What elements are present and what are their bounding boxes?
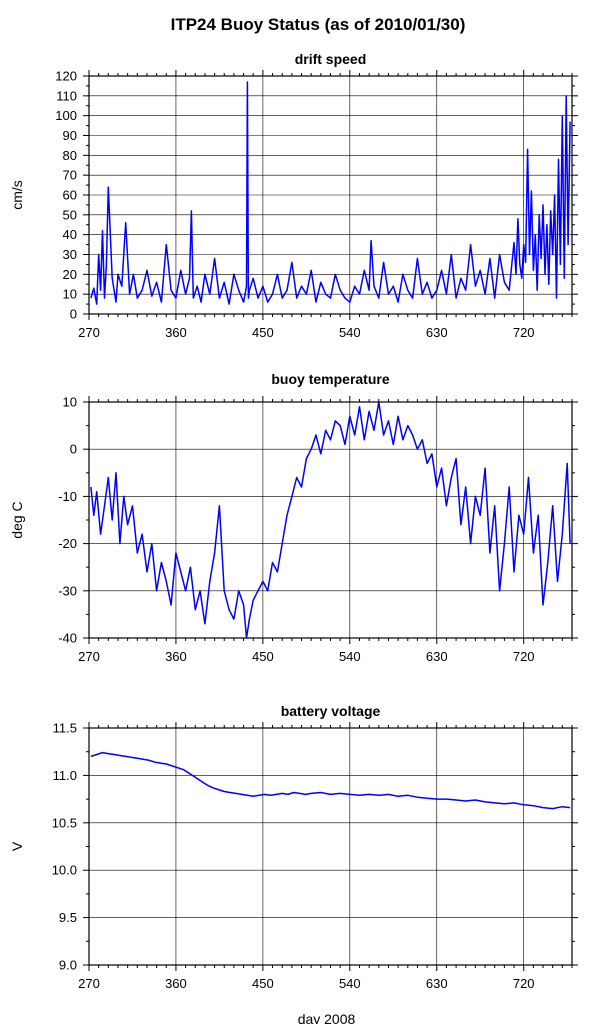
y-axis-label: V <box>9 841 25 851</box>
panel-battery-voltage: battery voltage 270 360 450 540 630 720 9.0 9.5 1… <box>9 703 578 1024</box>
figure-title: ITP24 Buoy Status (as of 2010/01/30) <box>171 15 466 34</box>
y-tick-label: -30 <box>58 583 77 598</box>
x-tick-label: 630 <box>426 325 448 340</box>
panel-title: buoy temperature <box>271 371 389 387</box>
y-axis-label: cm/s <box>9 180 25 210</box>
y-tick-label: -40 <box>58 631 77 646</box>
y-tick-label: 11.0 <box>53 768 77 783</box>
x-tick-label: 630 <box>426 649 448 664</box>
panel-buoy-temperature: buoy temperature 270 360 450 540 630 720 -40 -30… <box>9 371 578 664</box>
y-tick-label: 10 <box>63 287 77 302</box>
x-tick-label: 360 <box>165 976 187 991</box>
y-tick-label: 0 <box>70 307 77 322</box>
y-tick-label: 90 <box>63 128 77 143</box>
x-tick-label: 720 <box>513 649 535 664</box>
x-tick-label: 450 <box>252 976 274 991</box>
y-tick-label: 10.5 <box>52 815 77 830</box>
y-tick-label: 30 <box>63 247 77 262</box>
panel-drift-speed: drift speed 270 360 450 540 630 720 0 10 20 30 40 50… <box>9 51 578 340</box>
y-tick-label: 110 <box>56 88 77 103</box>
x-tick-label: 720 <box>513 976 535 991</box>
y-tick-label: 40 <box>63 227 77 242</box>
series-line-battery-voltage <box>90 751 571 810</box>
y-tick-label: 9.5 <box>59 910 77 925</box>
x-tick-label: 540 <box>339 976 361 991</box>
y-tick-label: -20 <box>58 536 77 551</box>
y-tick-label: 0 <box>70 442 77 457</box>
y-tick-label: -10 <box>58 489 77 504</box>
y-axis-label: deg C <box>9 501 25 538</box>
x-tick-label: 270 <box>78 976 100 991</box>
x-tick-label: 540 <box>339 325 361 340</box>
y-tick-label: 20 <box>63 267 77 282</box>
y-tick-label: 10 <box>63 395 77 410</box>
x-tick-label: 450 <box>252 325 274 340</box>
y-tick-label: 9.0 <box>59 958 77 973</box>
y-tick-label: 80 <box>63 148 77 163</box>
y-tick-label: 120 <box>55 69 77 84</box>
series-line-buoy-temperature <box>90 401 571 639</box>
x-tick-label: 720 <box>513 325 535 340</box>
y-tick-label: 70 <box>63 168 77 183</box>
x-tick-label: 630 <box>426 976 448 991</box>
y-tick-label: 60 <box>63 188 77 203</box>
x-tick-label: 450 <box>252 649 274 664</box>
y-tick-label: 100 <box>55 108 77 123</box>
x-axis-label: day 2008 <box>298 1011 356 1024</box>
y-tick-label: 11.5 <box>53 721 77 736</box>
x-tick-label: 270 <box>78 649 100 664</box>
x-tick-label: 270 <box>78 325 100 340</box>
chart-panels: drift speed 270 360 450 540 630 720 0 10 20 30 40 50… <box>9 51 578 1024</box>
y-tick-label: 10.0 <box>52 863 77 878</box>
series-line-drift-speed <box>90 81 571 305</box>
panel-title: battery voltage <box>281 703 381 719</box>
x-tick-label: 540 <box>339 649 361 664</box>
x-tick-label: 360 <box>165 325 187 340</box>
x-tick-label: 360 <box>165 649 187 664</box>
y-tick-label: 50 <box>63 207 77 222</box>
panel-title: drift speed <box>295 51 367 67</box>
